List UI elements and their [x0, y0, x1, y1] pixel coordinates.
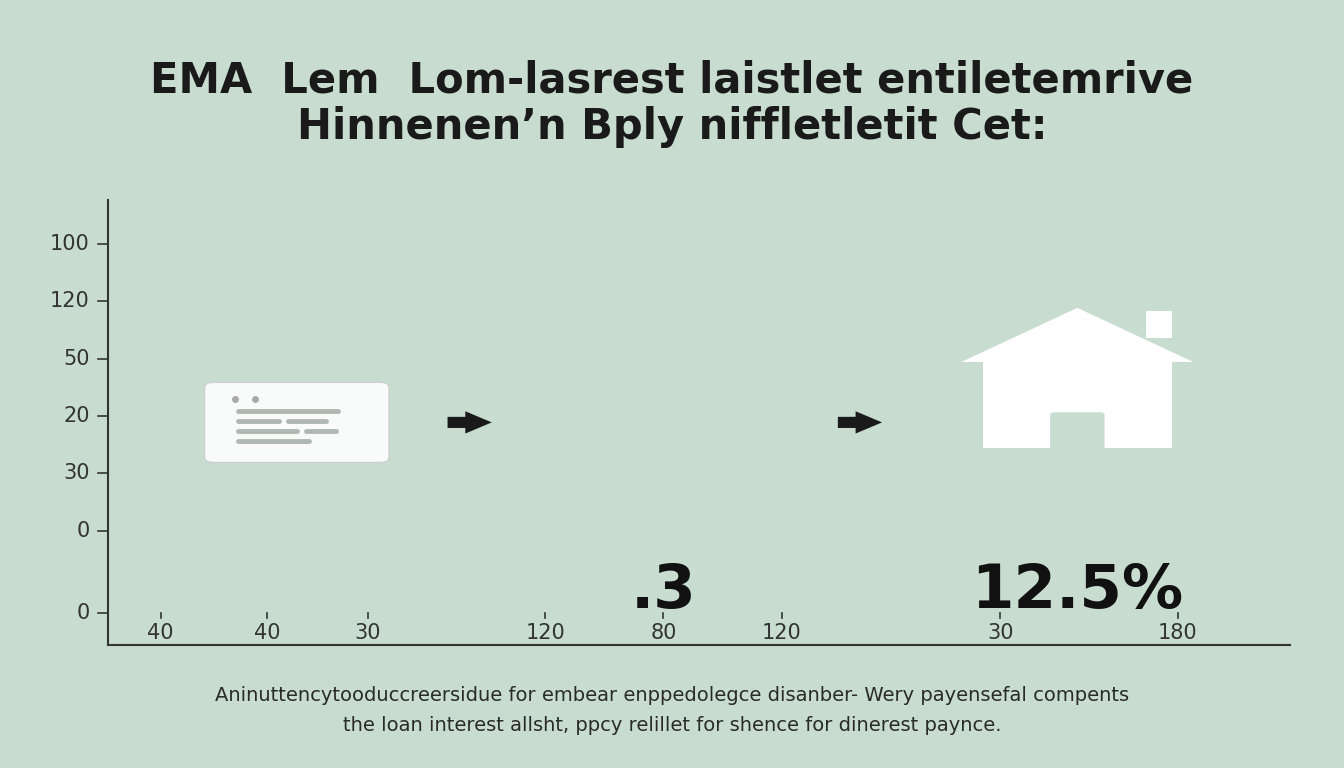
Text: 50: 50	[63, 349, 90, 369]
Text: 40: 40	[148, 623, 173, 643]
Text: 120: 120	[526, 623, 564, 643]
Polygon shape	[982, 362, 1172, 448]
Text: .3: .3	[630, 561, 696, 621]
Text: 20: 20	[63, 406, 90, 426]
Text: 12.5%: 12.5%	[972, 561, 1184, 621]
Text: Aninuttencytooduccreersidue for embear enppedolegce disanber- Wery payensefal co: Aninuttencytooduccreersidue for embear e…	[215, 686, 1129, 704]
Text: Hinnenen’n Bply niffletletit Cet:: Hinnenen’n Bply niffletletit Cet:	[297, 106, 1047, 147]
Text: 80: 80	[650, 623, 676, 643]
Text: 40: 40	[254, 623, 281, 643]
Text: 30: 30	[63, 463, 90, 483]
Text: 30: 30	[355, 623, 380, 643]
Text: 100: 100	[50, 234, 90, 254]
Text: 30: 30	[988, 623, 1013, 643]
Text: 0: 0	[77, 604, 90, 624]
Polygon shape	[961, 308, 1193, 362]
Text: 180: 180	[1159, 623, 1198, 643]
Text: 120: 120	[50, 292, 90, 312]
FancyBboxPatch shape	[204, 382, 388, 462]
Polygon shape	[448, 412, 492, 434]
Text: 120: 120	[762, 623, 801, 643]
Text: the loan interest allsht, ppcy relillet for shence for dinerest paynce.: the loan interest allsht, ppcy relillet …	[343, 717, 1001, 735]
Text: 0: 0	[77, 521, 90, 541]
FancyBboxPatch shape	[1050, 412, 1105, 450]
Polygon shape	[1146, 311, 1172, 338]
Text: EMA  Lem  Lom-lasrest laistlet entiletemrive: EMA Lem Lom-lasrest laistlet entiletemri…	[151, 60, 1193, 101]
Polygon shape	[837, 412, 882, 434]
